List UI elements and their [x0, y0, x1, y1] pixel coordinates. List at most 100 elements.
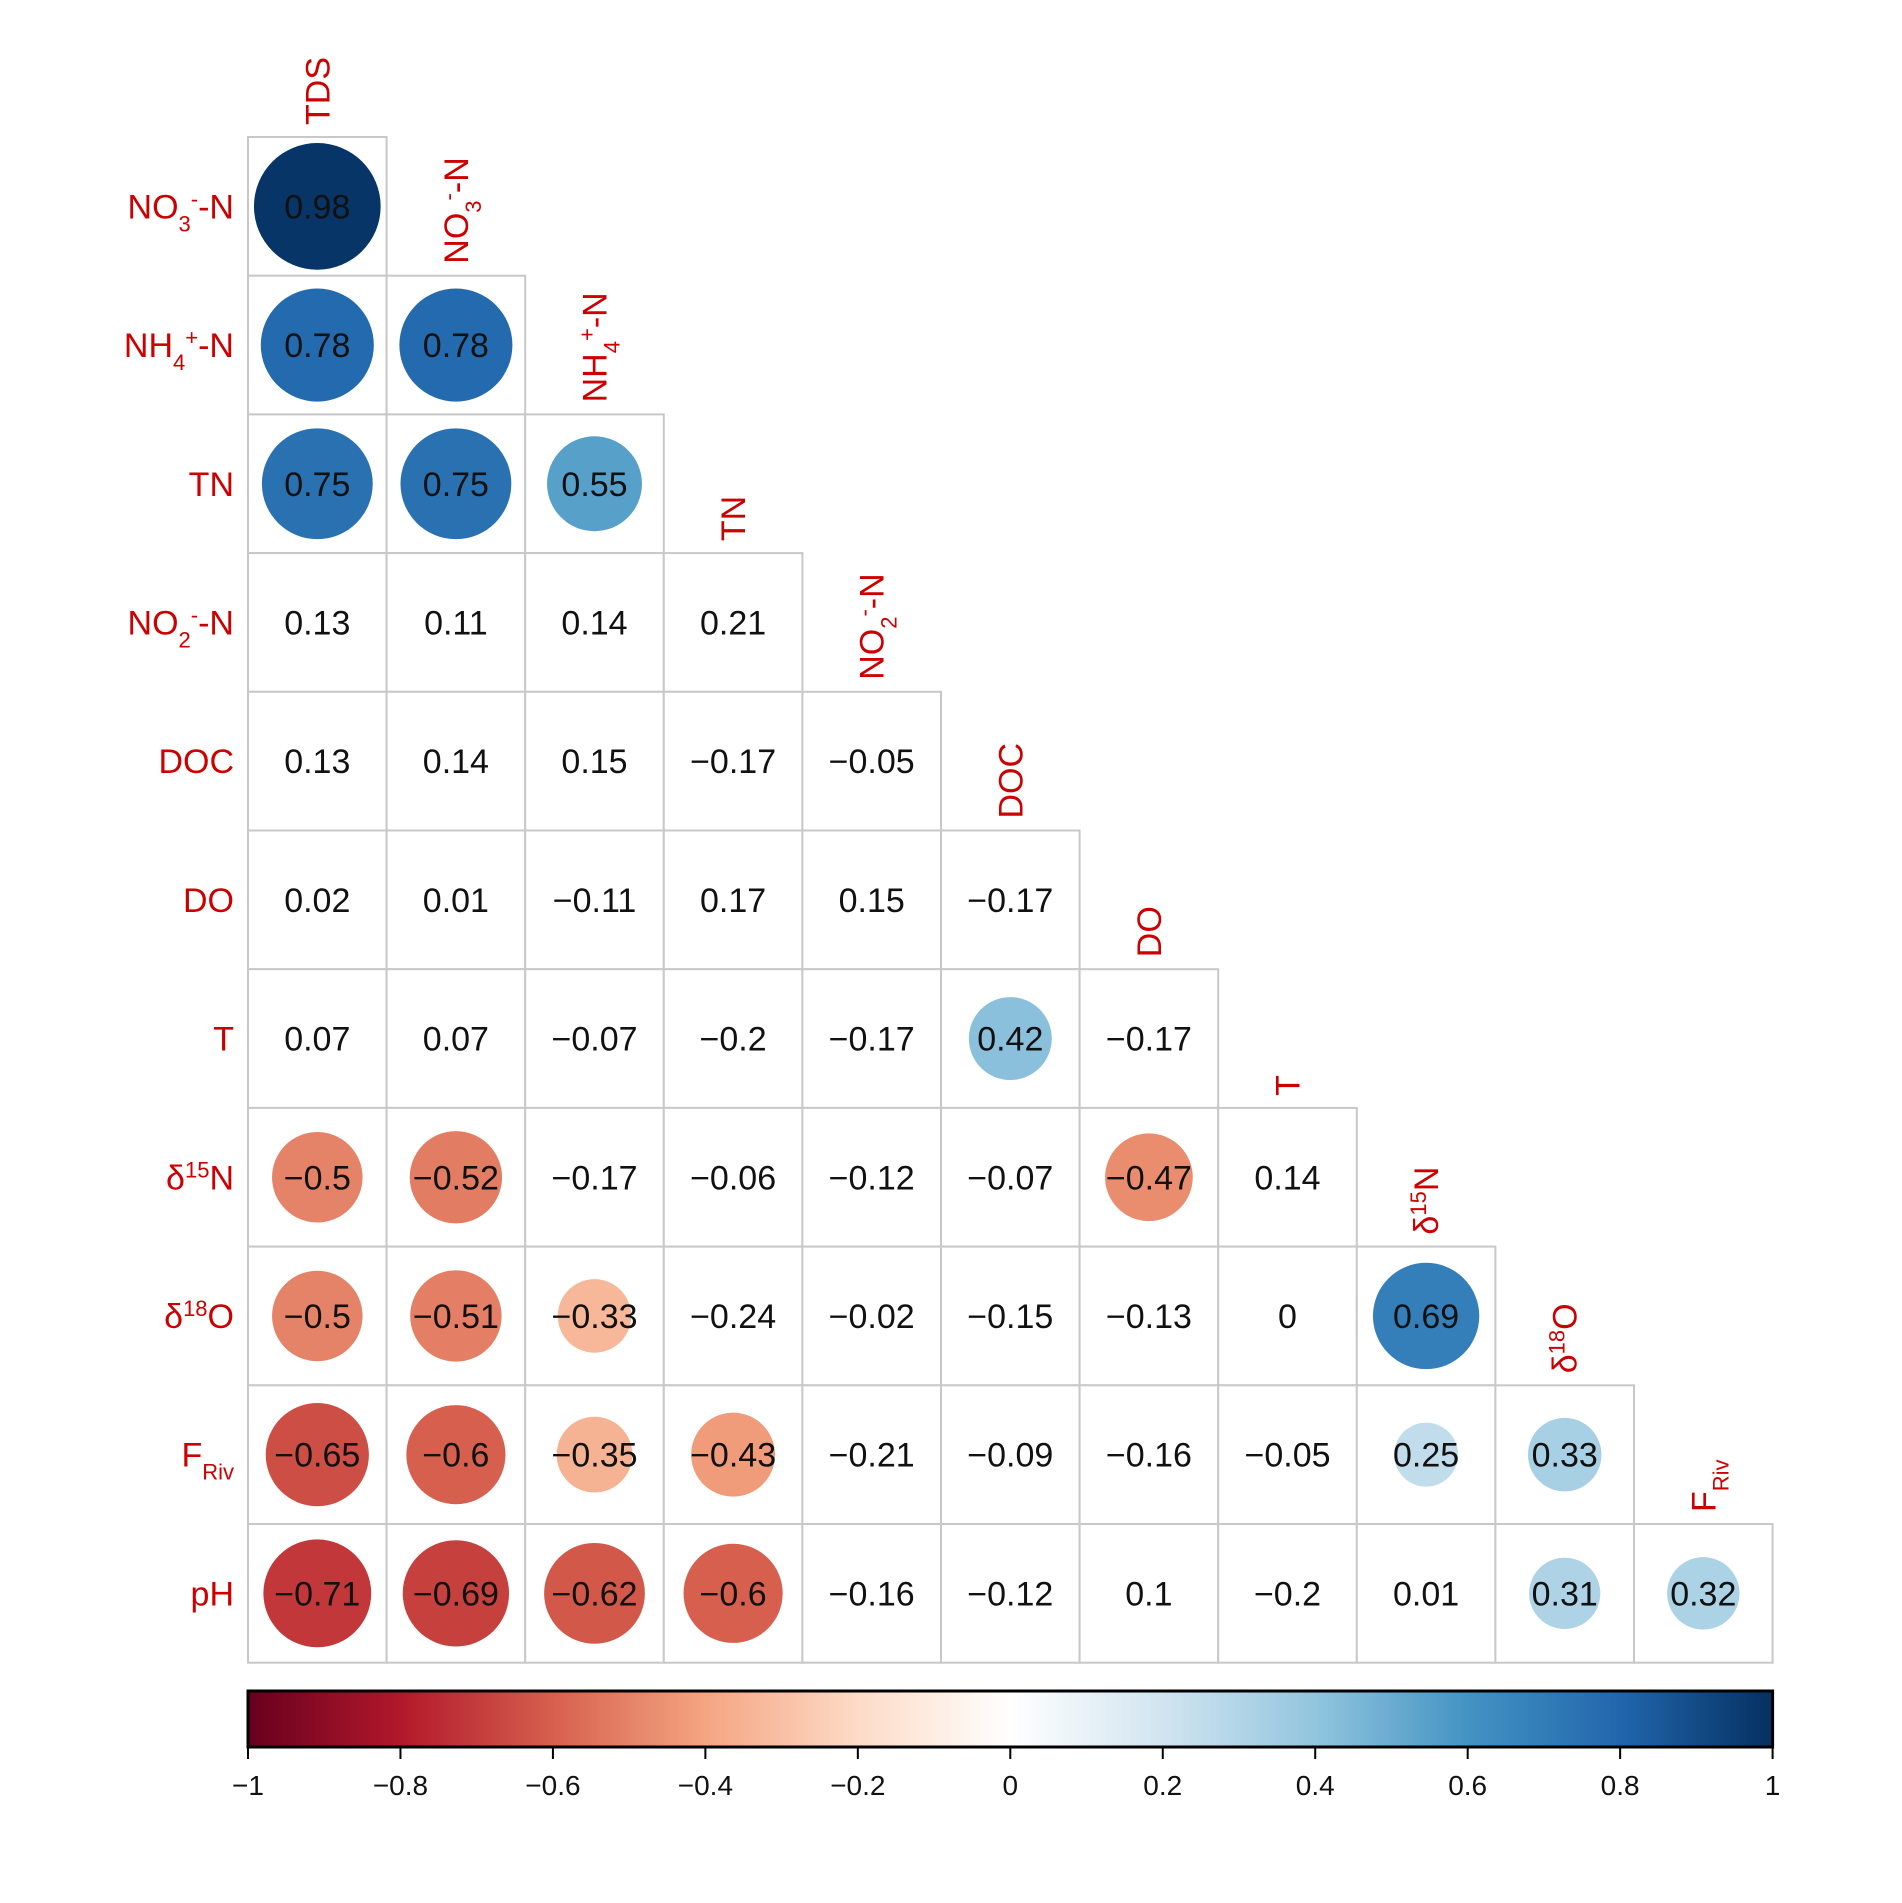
column-label: NH4+-N [574, 292, 624, 402]
matrix-cell: 0.33 [1494, 1384, 1636, 1526]
correlation-circle [409, 1131, 503, 1224]
matrix-cell: 0.11 [385, 552, 527, 693]
matrix-cell: −0.12 [940, 1523, 1081, 1664]
correlation-value: −0.12 [829, 1159, 915, 1197]
matrix-cell: −0.02 [801, 1245, 943, 1387]
correlation-circle [1105, 1133, 1193, 1222]
correlation-value: −0.16 [1106, 1437, 1192, 1475]
column-label: NO3--N [435, 157, 485, 263]
row-label: DO [183, 882, 234, 920]
matrix-cell: −0.5 [247, 1245, 388, 1387]
correlation-value: 0.75 [423, 466, 489, 504]
matrix-cell: 0.32 [1633, 1523, 1774, 1664]
label-base: δ [164, 1298, 183, 1336]
label-sub: 2 [876, 617, 901, 629]
matrix-cell: −0.05 [1217, 1384, 1358, 1526]
row-label: pH [191, 1575, 234, 1613]
colorbar-tick-label: 0.6 [1448, 1770, 1487, 1801]
correlation-value: 0.31 [1532, 1575, 1598, 1613]
cell-border [940, 1523, 1081, 1664]
correlation-circle [1394, 1422, 1459, 1487]
colorbar-tick-label: −1 [232, 1770, 264, 1801]
cell-border [1355, 1523, 1497, 1664]
correlation-circle [272, 1270, 363, 1362]
row-label: δ15N [166, 1157, 234, 1198]
correlation-circle [968, 997, 1052, 1081]
matrix-cell: 0.21 [662, 552, 804, 693]
correlation-value: −0.2 [700, 1021, 767, 1059]
correlation-value: 0.11 [424, 604, 488, 642]
cell-border [1078, 968, 1220, 1109]
correlation-value: −0.11 [553, 882, 637, 920]
correlation-value: −0.17 [829, 1021, 915, 1059]
correlation-circle [410, 1270, 502, 1362]
column-labels: TDSNO3--NNH4+-NTNNO2--NDOCDOTδ15Nδ18OFRi… [299, 57, 1733, 1512]
correlation-value: −0.15 [967, 1298, 1053, 1336]
colorbar-gradient [246, 1689, 1775, 1749]
colorbar-tick-label: −0.2 [830, 1770, 885, 1801]
correlation-value: 0.32 [1670, 1575, 1736, 1613]
label-sup: - [191, 186, 198, 211]
label-sub: Riv [202, 1459, 234, 1484]
colorbar-tick-label: 0.8 [1601, 1770, 1640, 1801]
correlation-value: 0.21 [700, 604, 766, 642]
matrix-cell: 0.98 [247, 136, 388, 277]
matrix-cell: 0 [1217, 1245, 1358, 1387]
label-tail: O [208, 1298, 234, 1336]
correlation-circle [547, 436, 642, 532]
label-sup: 18 [183, 1295, 207, 1320]
column-label: δ18O [1544, 1303, 1585, 1373]
matrix-cell: 0.14 [385, 690, 527, 832]
cell-border [940, 1384, 1081, 1526]
matrix-cell: 0.17 [662, 829, 804, 971]
matrix-cell: 0.15 [524, 690, 665, 832]
cell-border [1078, 1523, 1220, 1664]
correlation-value: 0.07 [423, 1021, 489, 1059]
correlation-value: −0.71 [274, 1575, 360, 1613]
colorbar-tick-label: −0.6 [525, 1770, 580, 1801]
matrix-cell: −0.5 [247, 1106, 388, 1248]
label-base: δ [1408, 1216, 1446, 1235]
label-sup: 18 [1544, 1330, 1569, 1354]
matrix-cell: 0.75 [247, 413, 388, 555]
matrix-cell: −0.17 [1078, 968, 1220, 1109]
correlation-circle [683, 1543, 783, 1643]
correlation-value: 0.33 [1532, 1437, 1598, 1475]
matrix-cell: 0.78 [247, 274, 388, 416]
row-label: NO2--N [128, 602, 234, 652]
correlation-value: −0.47 [1106, 1159, 1192, 1197]
column-label: T [1270, 1075, 1308, 1096]
label-base: TDS [299, 57, 337, 125]
matrix-cell: −0.2 [1217, 1523, 1358, 1664]
correlation-value: 0.42 [977, 1021, 1043, 1059]
correlation-circle [544, 1542, 645, 1644]
correlation-value: −0.21 [829, 1437, 915, 1475]
cell-border [662, 552, 804, 693]
correlation-value: −0.06 [690, 1159, 776, 1197]
cell-border [801, 1245, 943, 1387]
matrix-cell: −0.07 [524, 968, 665, 1109]
column-label: DOC [992, 743, 1030, 819]
correlation-value: −0.6 [422, 1437, 489, 1475]
correlation-value: 0.98 [284, 188, 350, 226]
correlation-value: −0.65 [274, 1437, 360, 1475]
label-sub: 3 [460, 200, 485, 212]
label-tail: -N [438, 157, 476, 193]
matrix-cell: −0.24 [662, 1245, 804, 1387]
label-base: δ [1547, 1354, 1585, 1373]
row-label: T [213, 1021, 234, 1059]
label-tail: -N [198, 188, 234, 226]
matrix-cell: 0.14 [1217, 1106, 1358, 1248]
correlation-circle [265, 1403, 369, 1507]
correlation-circle [402, 1540, 510, 1647]
correlation-value: −0.05 [829, 743, 915, 781]
colorbar-tick-label: −0.8 [373, 1770, 428, 1801]
matrix-cell: 0.01 [1355, 1523, 1497, 1664]
cell-border [662, 1245, 804, 1387]
matrix-cell: 0.07 [385, 968, 527, 1109]
matrix-cell: −0.07 [940, 1106, 1081, 1248]
cell-border [940, 829, 1081, 971]
correlation-value: −0.33 [551, 1298, 637, 1336]
